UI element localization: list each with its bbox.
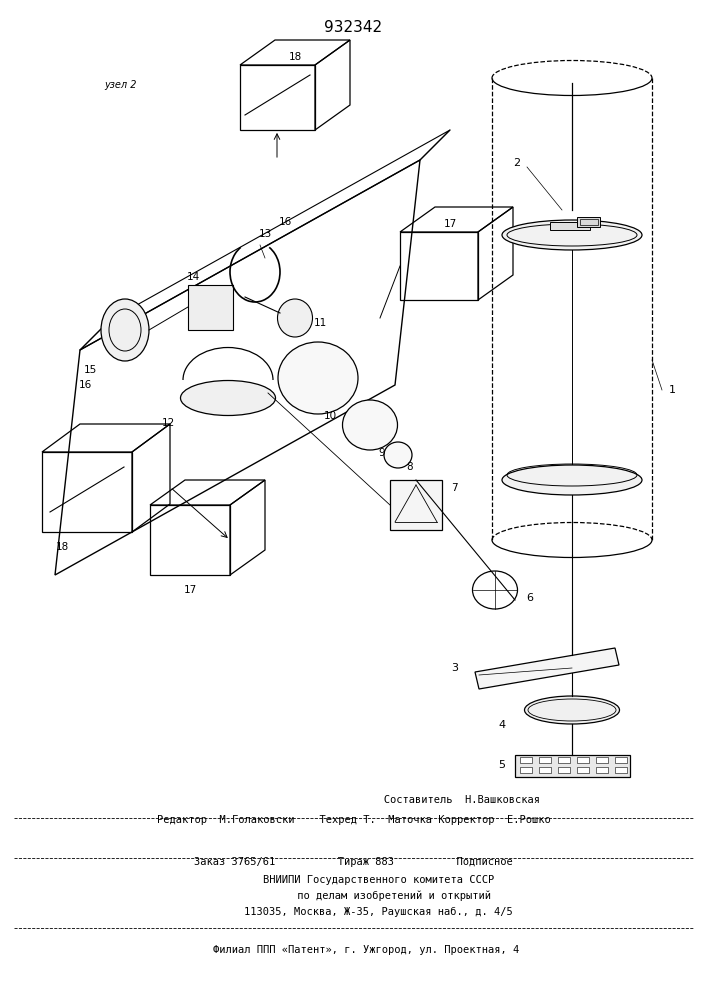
Text: 11: 11 — [313, 318, 327, 328]
Ellipse shape — [502, 220, 642, 250]
Polygon shape — [596, 767, 608, 773]
Text: 6: 6 — [527, 593, 534, 603]
Polygon shape — [558, 767, 570, 773]
Text: 15: 15 — [83, 365, 97, 375]
Polygon shape — [520, 767, 532, 773]
Polygon shape — [615, 757, 627, 763]
Ellipse shape — [502, 465, 642, 495]
Text: 7: 7 — [450, 483, 457, 493]
Text: 3: 3 — [452, 663, 459, 673]
Text: 932342: 932342 — [325, 20, 382, 35]
Text: Заказ 3765/61          Тираж 883          Подписное: Заказ 3765/61 Тираж 883 Подписное — [194, 857, 513, 867]
Text: 17: 17 — [443, 219, 457, 229]
Ellipse shape — [525, 696, 619, 724]
Text: 2: 2 — [513, 158, 520, 168]
Polygon shape — [520, 757, 532, 763]
Text: 8: 8 — [407, 462, 414, 472]
Text: узел 2: узел 2 — [104, 80, 136, 90]
Text: 18: 18 — [288, 52, 302, 62]
Text: 4: 4 — [498, 720, 506, 730]
Polygon shape — [390, 480, 442, 530]
Ellipse shape — [278, 342, 358, 414]
Text: 13: 13 — [258, 229, 271, 239]
Text: 9: 9 — [379, 448, 385, 458]
Ellipse shape — [278, 299, 312, 337]
Text: 10: 10 — [323, 411, 337, 421]
Polygon shape — [558, 757, 570, 763]
Polygon shape — [539, 767, 551, 773]
Polygon shape — [515, 755, 630, 777]
Text: 1: 1 — [669, 385, 675, 395]
Text: 113035, Москва, Ж-35, Раушская наб., д. 4/5: 113035, Москва, Ж-35, Раушская наб., д. … — [194, 907, 513, 917]
Polygon shape — [577, 767, 589, 773]
Polygon shape — [615, 767, 627, 773]
Text: 16: 16 — [279, 217, 291, 227]
Polygon shape — [577, 757, 589, 763]
Text: 14: 14 — [187, 272, 199, 282]
Polygon shape — [596, 757, 608, 763]
Polygon shape — [577, 217, 600, 227]
Text: 12: 12 — [161, 418, 175, 428]
Ellipse shape — [180, 380, 276, 416]
Text: 5: 5 — [498, 760, 506, 770]
Ellipse shape — [101, 299, 149, 361]
Ellipse shape — [384, 442, 412, 468]
Text: Редактор  М.Голаковски    Техред Т.  Маточка Корректор  Е.Рошко: Редактор М.Голаковски Техред Т. Маточка … — [157, 815, 550, 825]
Ellipse shape — [342, 400, 397, 450]
Text: по делам изобретений и открытий: по делам изобретений и открытий — [216, 891, 491, 901]
Polygon shape — [539, 757, 551, 763]
Text: 18: 18 — [55, 542, 69, 552]
Text: ВНИИПИ Государственного комитета СССР: ВНИИПИ Государственного комитета СССР — [213, 875, 494, 885]
Text: 17: 17 — [183, 585, 197, 595]
Text: 16: 16 — [78, 380, 92, 390]
Polygon shape — [475, 648, 619, 689]
Polygon shape — [550, 222, 590, 230]
Text: Филиал ППП «Патент», г. Ужгород, ул. Проектная, 4: Филиал ППП «Патент», г. Ужгород, ул. Про… — [188, 945, 519, 955]
Polygon shape — [188, 285, 233, 330]
Text: Составитель  Н.Вашковская: Составитель Н.Вашковская — [266, 795, 540, 805]
